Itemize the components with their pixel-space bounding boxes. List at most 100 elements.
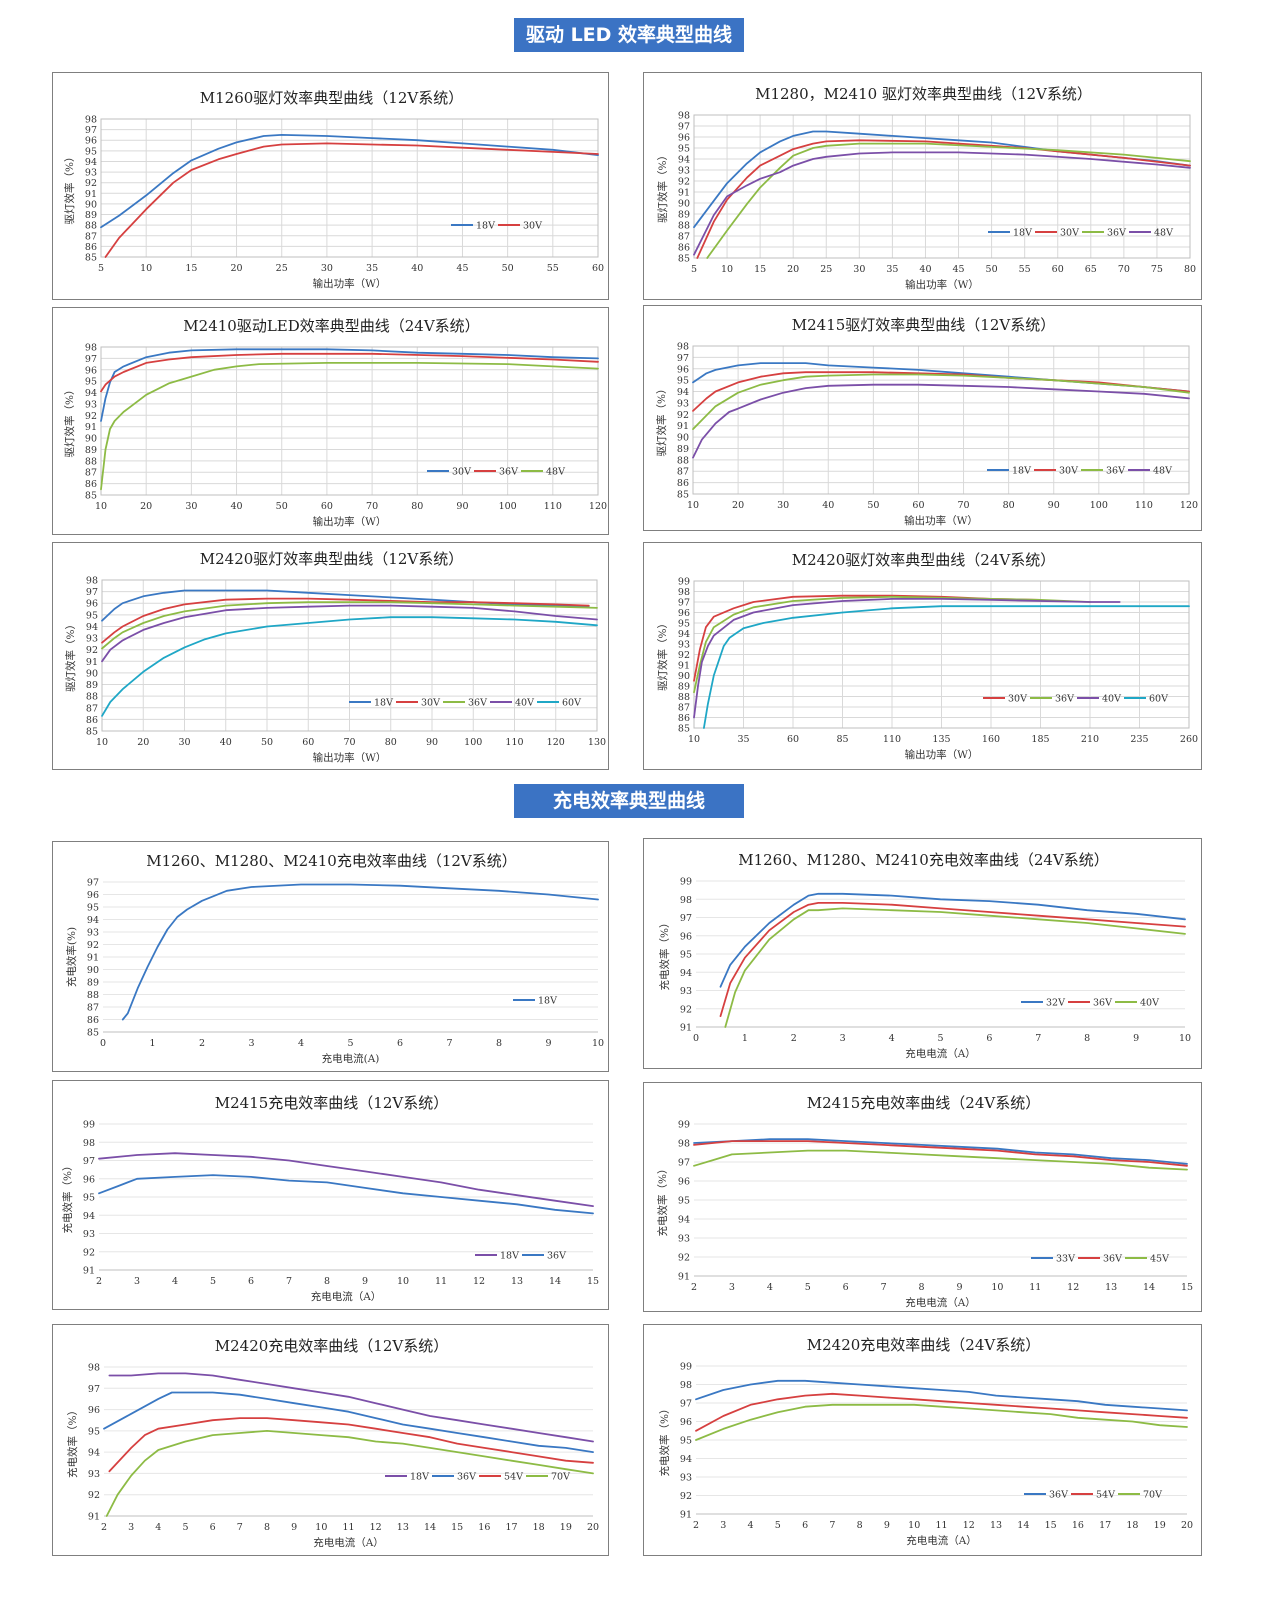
x-tick-label: 45	[456, 263, 468, 274]
x-axis-label: 充电电流（A）	[313, 1536, 384, 1549]
y-tick-label: 96	[678, 133, 690, 144]
y-tick-label: 88	[85, 221, 97, 232]
legend-label: 54V	[1096, 1490, 1115, 1501]
x-tick-label: 25	[276, 263, 288, 274]
series-line-36V	[98, 1174, 594, 1215]
legend-label: 36V	[1103, 1254, 1122, 1265]
x-axis-label: 充电电流（A）	[905, 1047, 976, 1060]
y-tick-label: 93	[680, 1473, 692, 1484]
x-tick-label: 4	[155, 1522, 161, 1533]
y-tick-label: 94	[83, 1211, 95, 1222]
x-tick-label: 5	[691, 264, 697, 275]
y-tick-label: 93	[680, 986, 692, 997]
y-axis-label: 驱灯效率（%）	[656, 150, 669, 223]
x-tick-label: 10	[1179, 1033, 1191, 1044]
x-tick-label: 4	[298, 1038, 304, 1049]
legend-label: 45V	[1150, 1254, 1169, 1265]
x-tick-label: 135	[932, 734, 950, 745]
y-axis-label: 充电效率（%）	[61, 1161, 74, 1234]
y-tick-label: 95	[677, 376, 689, 387]
x-tick-label: 35	[737, 734, 749, 745]
x-tick-label: 2	[691, 1282, 697, 1293]
section-title-charging: 充电效率典型曲线	[514, 784, 744, 818]
x-tick-label: 10	[140, 263, 152, 274]
y-tick-label: 88	[678, 692, 690, 703]
y-tick-label: 95	[680, 950, 692, 961]
x-tick-label: 20	[137, 737, 149, 748]
x-tick-label: 6	[843, 1282, 849, 1293]
legend-label: 18V	[538, 996, 557, 1007]
x-tick-label: 5	[98, 263, 104, 274]
x-tick-label: 3	[128, 1522, 134, 1533]
y-tick-label: 91	[677, 421, 689, 432]
y-tick-label: 93	[88, 1469, 100, 1480]
x-tick-label: 3	[720, 1520, 726, 1531]
y-tick-label: 94	[86, 622, 98, 633]
y-tick-label: 94	[678, 629, 690, 640]
x-tick-label: 20	[787, 264, 799, 275]
x-tick-label: 4	[748, 1520, 754, 1531]
x-tick-label: 17	[505, 1522, 517, 1533]
legend-label: 30V	[452, 467, 471, 478]
series-line-45V	[693, 1149, 1188, 1171]
legend-label: 30V	[1008, 694, 1027, 705]
x-tick-label: 65	[1085, 264, 1097, 275]
series-line-33V	[693, 1138, 1188, 1165]
y-tick-label: 95	[680, 1436, 692, 1447]
x-tick-label: 60	[592, 263, 604, 274]
chart-panel: M1280，M2410 驱灯效率典型曲线（12V系统） 5 10 15 20 25 30 35…	[643, 72, 1202, 300]
x-tick-label: 4	[172, 1276, 178, 1287]
x-tick-label: 15	[451, 1522, 463, 1533]
y-tick-label: 96	[85, 136, 97, 147]
x-tick-label: 9	[1133, 1033, 1139, 1044]
y-tick-label: 95	[88, 1426, 100, 1437]
y-tick-label: 85	[86, 727, 98, 738]
series-line-18V	[98, 1152, 594, 1207]
series-line-30V	[696, 139, 1191, 259]
y-tick-label: 92	[678, 650, 690, 661]
x-tick-label: 50	[261, 737, 273, 748]
plot-frame	[693, 580, 1190, 729]
x-tick-label: 60	[302, 737, 314, 748]
x-tick-label: 85	[836, 734, 848, 745]
chart-svg: M1260驱灯效率典型曲线（12V系统） 5 10 15 20 25 30 35 40 45 50 5…	[63, 89, 604, 290]
x-tick-label: 30	[853, 264, 865, 275]
y-tick-label: 90	[87, 965, 99, 976]
legend-label: 54V	[504, 1472, 523, 1483]
y-tick-label: 86	[678, 243, 690, 254]
legend-label: 36V	[499, 467, 518, 478]
x-tick-label: 6	[248, 1276, 254, 1287]
legend-label: 48V	[1154, 228, 1173, 239]
x-tick-label: 19	[1154, 1520, 1166, 1531]
series-line-36V	[103, 1391, 594, 1453]
plot-frame	[100, 346, 599, 496]
chart-svg: M2420驱灯效率典型曲线（24V系统） 10 35 60 85 110 135 160 185…	[656, 551, 1198, 761]
y-tick-label: 87	[678, 703, 690, 714]
x-tick-label: 10	[315, 1522, 327, 1533]
y-tick-label: 98	[680, 1380, 692, 1391]
x-tick-label: 40	[411, 263, 423, 274]
y-axis-label: 充电效率(%)	[65, 927, 78, 987]
x-tick-label: 3	[248, 1038, 254, 1049]
y-tick-label: 89	[87, 978, 99, 989]
chart-svg: M2415充电效率曲线（12V系统） 2 3 4 5 6 7 8 9 10 11 12 13 14 15 91…	[61, 1094, 599, 1303]
y-tick-label: 98	[85, 115, 97, 126]
y-tick-label: 89	[86, 680, 98, 691]
series-line-36V	[101, 601, 598, 650]
series-line-30V	[104, 142, 599, 258]
y-axis-label: 充电效率（%）	[656, 1164, 669, 1237]
x-tick-label: 20	[140, 501, 152, 512]
x-tick-label: 18	[1126, 1520, 1138, 1531]
y-tick-label: 97	[88, 1384, 100, 1395]
chart-title: M1280，M2410 驱灯效率典型曲线（12V系统）	[755, 85, 1092, 103]
x-tick-label: 35	[886, 264, 898, 275]
legend-label: 60V	[1149, 694, 1168, 705]
chart-svg: M2410驱动LED效率典型曲线（24V系统） 10 20 30 40 50 60 70 80 9…	[63, 317, 607, 528]
legend-label: 40V	[515, 698, 534, 709]
y-tick-label: 98	[678, 111, 690, 122]
series-line-40V	[693, 598, 1121, 719]
y-tick-label: 85	[85, 491, 97, 502]
y-tick-label: 95	[678, 144, 690, 155]
x-tick-label: 70	[957, 500, 969, 511]
chart-panel: M2420充电效率曲线（24V系统） 2 3 4 5 6 7 8 9 10 11 12 13 14 15 16…	[643, 1324, 1202, 1556]
